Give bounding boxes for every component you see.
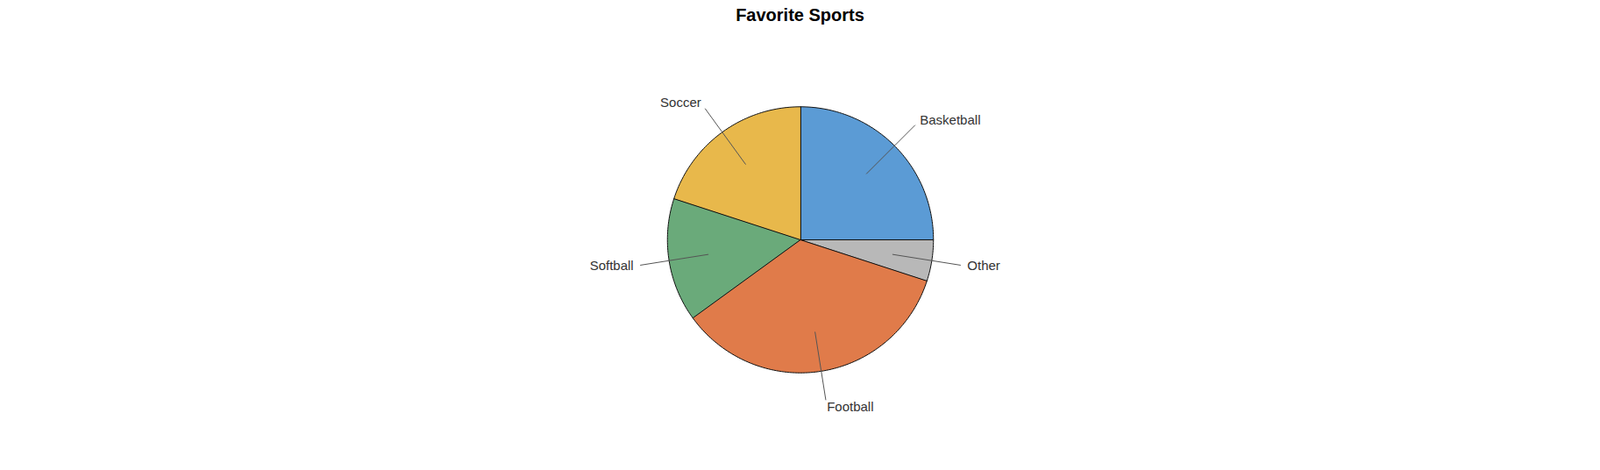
svg-text:Softball: Softball xyxy=(590,257,634,273)
svg-text:Soccer: Soccer xyxy=(660,94,702,110)
svg-text:Basketball: Basketball xyxy=(919,112,981,128)
svg-text:Football: Football xyxy=(826,398,874,414)
svg-text:Other: Other xyxy=(967,257,1001,273)
html-text:Favorite Sports: Favorite Sports xyxy=(735,5,865,25)
